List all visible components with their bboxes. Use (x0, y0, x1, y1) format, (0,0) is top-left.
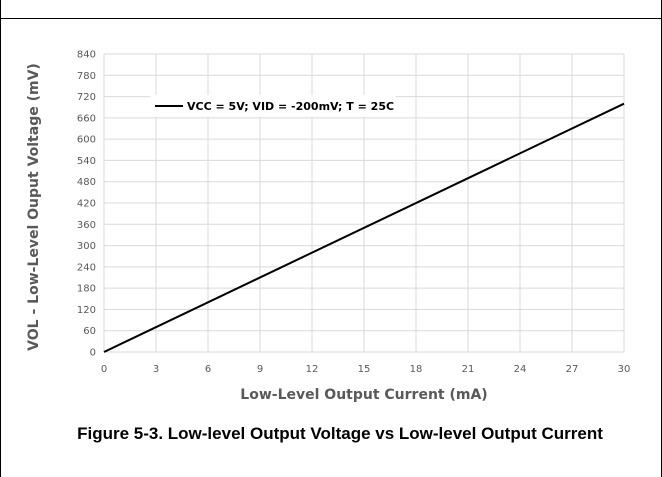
y-tick-label: 840 (77, 50, 96, 61)
y-tick-label: 0 (90, 348, 96, 359)
frame-left (0, 18, 1, 477)
x-tick-label: 3 (153, 364, 159, 375)
y-tick-label: 120 (77, 305, 96, 316)
x-tick-label: 18 (410, 364, 423, 375)
y-tick-label: 60 (83, 326, 96, 337)
x-tick-label: 21 (462, 364, 475, 375)
x-tick-label: 6 (205, 364, 211, 375)
x-axis-label: Low-Level Output Current (mA) (240, 387, 487, 403)
series-line (103, 102, 625, 353)
figure-caption: Figure 5-3. Low-level Output Voltage vs … (77, 424, 603, 443)
x-tick-label: 24 (514, 364, 527, 375)
legend-box (150, 95, 396, 117)
y-tick-label: 780 (77, 71, 96, 82)
legend-entry: VCC = 5V; VID = -200mV; T = 25C (187, 100, 394, 113)
y-axis-label: VOL - Low-Level Ouput Voltage (mV) (26, 63, 42, 351)
x-tick-label: 12 (306, 364, 319, 375)
x-tick-labels: 0 3 6 9 12 15 18 21 24 27 30 (101, 364, 631, 375)
line-chart: 0 3 6 9 12 15 18 21 24 27 30 0 60 120 180 240 300 360 420… (26, 50, 631, 404)
legend: VCC = 5V; VID = -200mV; T = 25C (150, 95, 396, 117)
x-tick-label: 0 (101, 364, 107, 375)
x-tick-label: 27 (566, 364, 579, 375)
y-tick-labels: 0 60 120 180 240 300 360 420 480 540 600 660 720 780 8… (77, 50, 96, 359)
y-tick-label: 660 (77, 113, 96, 124)
y-tick-label: 480 (77, 177, 96, 188)
y-tick-label: 600 (77, 135, 96, 146)
y-tick-label: 360 (77, 220, 96, 231)
series-lines (103, 102, 625, 353)
y-tick-label: 300 (77, 241, 96, 252)
x-tick-label: 15 (358, 364, 371, 375)
x-tick-label: 30 (618, 364, 631, 375)
y-tick-label: 420 (77, 199, 96, 210)
y-tick-label: 540 (77, 156, 96, 167)
y-tick-label: 720 (77, 92, 96, 103)
x-tick-label: 9 (257, 364, 263, 375)
y-tick-label: 240 (77, 262, 96, 273)
y-tick-label: 180 (77, 284, 96, 295)
